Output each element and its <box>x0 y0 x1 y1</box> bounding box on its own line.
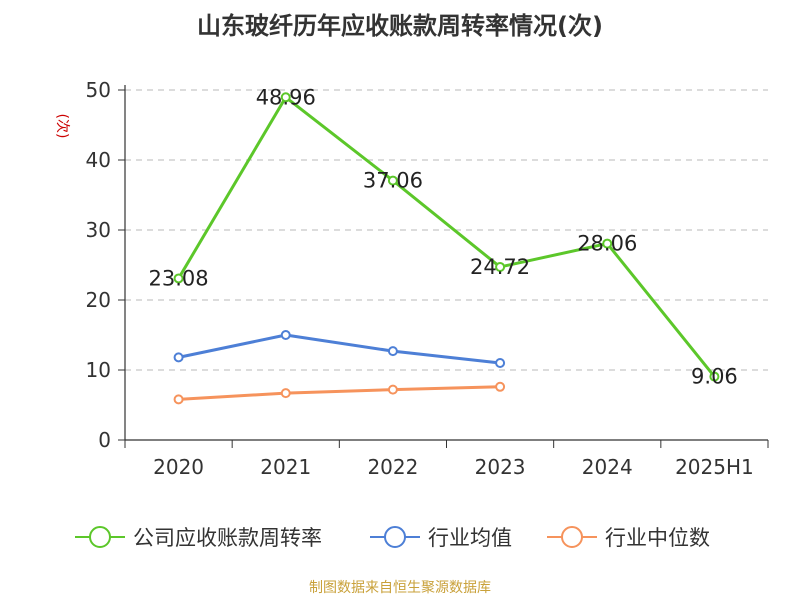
data-label: 23.08 <box>149 266 209 290</box>
y-tick-label: 40 <box>86 148 111 172</box>
x-tick-label: 2020 <box>153 455 204 479</box>
legend-item-industry-avg[interactable]: 行业均值 <box>370 522 512 552</box>
data-point <box>602 238 613 249</box>
y-tick-label: 0 <box>98 428 111 452</box>
x-tick-label: 2022 <box>367 455 418 479</box>
data-point <box>173 273 184 284</box>
data-label: 48.96 <box>256 85 316 109</box>
y-tick-label: 50 <box>86 78 111 102</box>
legend-label-industry-median: 行业中位数 <box>605 526 710 550</box>
x-tick-label: 2025H1 <box>675 455 754 479</box>
data-label: 9.06 <box>691 365 738 389</box>
data-label: 37.06 <box>363 169 423 193</box>
legend-label-industry-avg: 行业均值 <box>428 526 512 550</box>
legend-marker-company <box>75 526 125 548</box>
series-line-2 <box>178 385 501 401</box>
source-note: 制图数据来自恒生聚源数据库 <box>309 580 491 596</box>
series <box>173 92 720 405</box>
legend-item-company[interactable]: 公司应收账款周转率 <box>75 522 322 552</box>
legend-item-industry-median[interactable]: 行业中位数 <box>547 522 710 552</box>
data-point <box>495 358 506 368</box>
chart-title: 山东玻纤历年应收账款周转率情况(次) <box>197 12 603 40</box>
x-tick-label: 2023 <box>475 455 526 479</box>
x-tick-label: 2021 <box>260 455 311 479</box>
data-label: 24.72 <box>470 255 530 279</box>
y-tick-label: 10 <box>86 358 111 382</box>
series-line-1 <box>178 333 501 365</box>
legend-marker-industry-median <box>547 526 597 548</box>
data-labels: 23.08 48.96 37.06 24.72 28.06 9.06 <box>149 85 738 388</box>
data-point <box>173 352 184 363</box>
data-point <box>709 371 720 382</box>
data-point <box>495 261 506 272</box>
data-point <box>280 330 291 340</box>
data-point <box>495 381 506 392</box>
data-point <box>387 175 398 186</box>
y-tick-label: 30 <box>86 218 111 242</box>
axes: 0 10 20 30 40 50 2020 2021 2022 2023 2024 2025H1 <box>86 78 769 479</box>
legend-label-company: 公司应收账款周转率 <box>133 526 322 550</box>
data-point <box>387 346 398 357</box>
data-point <box>280 388 291 399</box>
data-point <box>280 92 291 103</box>
data-label: 28.06 <box>577 232 637 256</box>
x-tick-label: 2024 <box>582 455 633 479</box>
series-line-0 <box>177 95 716 378</box>
grid-lines <box>125 89 768 371</box>
y-axis-label: (次) <box>54 114 70 139</box>
data-point <box>173 394 184 405</box>
y-tick-label: 20 <box>86 288 111 312</box>
data-point <box>387 384 398 395</box>
legend-marker-industry-avg <box>370 526 420 548</box>
